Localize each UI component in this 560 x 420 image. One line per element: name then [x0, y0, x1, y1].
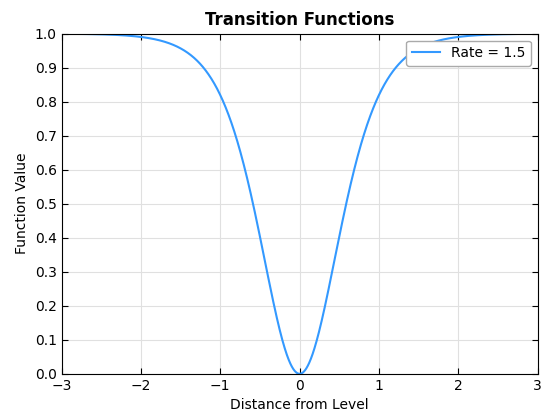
Rate = 1.5 [277, 330, 284, 335]
Rate = 1.5 [534, 31, 541, 36]
Rate = 1.5 [82, 32, 89, 37]
X-axis label: Distance from Level: Distance from Level [230, 398, 369, 412]
Rate = 1.5 [520, 32, 527, 37]
Legend: Rate = 1.5: Rate = 1.5 [407, 41, 531, 66]
Line: Rate = 1.5: Rate = 1.5 [62, 34, 538, 374]
Rate = 1.5 [296, 371, 303, 376]
Rate = 1.5 [433, 39, 440, 44]
Title: Transition Functions: Transition Functions [205, 11, 394, 29]
Rate = 1.5 [521, 32, 528, 37]
Rate = 1.5 [58, 31, 65, 36]
Y-axis label: Function Value: Function Value [15, 153, 29, 255]
Rate = 1.5 [290, 366, 296, 371]
